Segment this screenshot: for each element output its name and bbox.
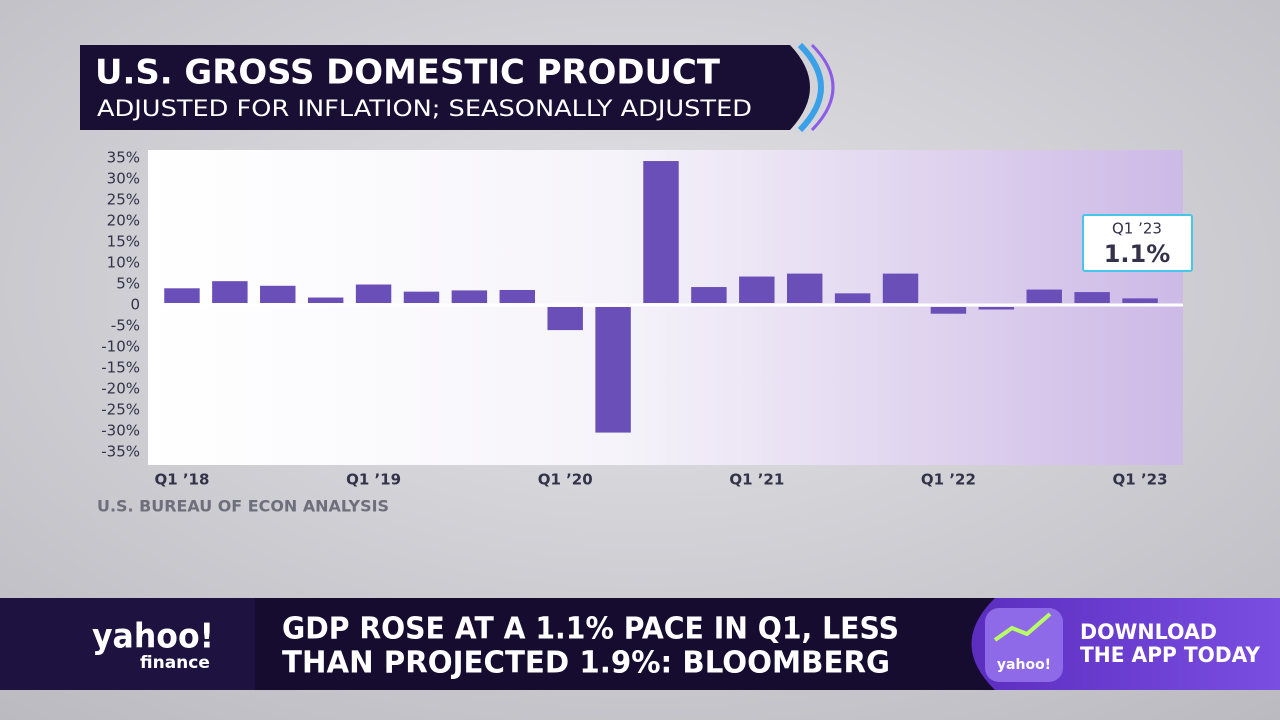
logo-box bbox=[0, 598, 255, 690]
bar bbox=[164, 288, 200, 303]
bar bbox=[786, 273, 823, 303]
y-tick-label: 10% bbox=[107, 254, 140, 272]
bar bbox=[834, 293, 871, 303]
y-tick-label: 15% bbox=[107, 233, 140, 251]
banner-accent bbox=[797, 42, 824, 133]
logo-brand: yahoo! bbox=[92, 617, 214, 657]
bar bbox=[1026, 289, 1062, 303]
bar bbox=[547, 307, 583, 331]
bar bbox=[355, 284, 392, 303]
bar bbox=[1074, 292, 1110, 303]
bar bbox=[307, 297, 344, 303]
x-tick-label: Q1 ’20 bbox=[538, 471, 593, 489]
y-tick-label: 25% bbox=[107, 191, 140, 209]
y-tick-label: -5% bbox=[111, 317, 140, 335]
x-tick-label: Q1 ’21 bbox=[729, 471, 784, 489]
callout-box bbox=[1082, 214, 1193, 272]
chart-title: U.S. GROSS DOMESTIC PRODUCT bbox=[95, 53, 721, 93]
y-tick-label: -30% bbox=[101, 422, 140, 440]
bar bbox=[212, 281, 248, 303]
app-icon-brand: yahoo! bbox=[997, 657, 1051, 673]
app-icon[interactable] bbox=[985, 608, 1063, 682]
bar bbox=[739, 276, 775, 303]
y-tick-label: 0 bbox=[130, 296, 140, 314]
ticker-line: THAN PROJECTED 1.9%: BLOOMBERG bbox=[282, 646, 890, 681]
x-tick-label: Q1 ’19 bbox=[346, 471, 401, 489]
y-tick-label: 30% bbox=[107, 170, 140, 188]
bar bbox=[595, 307, 631, 433]
y-tick-label: -20% bbox=[101, 380, 140, 398]
source: U.S. BUREAU OF ECON ANALYSIS bbox=[97, 497, 389, 516]
app-icon-line bbox=[993, 612, 1052, 642]
y-tick-label: -10% bbox=[101, 338, 140, 356]
y-tick-label: 20% bbox=[107, 212, 140, 230]
x-tick-label: Q1 ’23 bbox=[1113, 471, 1168, 489]
y-tick-label: -25% bbox=[101, 401, 140, 419]
promo-line[interactable]: THE APP TODAY bbox=[1080, 643, 1261, 667]
ticker-line: GDP ROSE AT A 1.1% PACE IN Q1, LESS bbox=[282, 612, 899, 647]
title-banner bbox=[80, 45, 810, 130]
chart: -35% -30% -25% -20% -15% -10% -5% 0 5% 10% 15% 20% 2… bbox=[101, 149, 1183, 489]
y-tick-label: -15% bbox=[101, 359, 140, 377]
bar bbox=[643, 161, 679, 303]
bar bbox=[499, 289, 536, 303]
bar bbox=[691, 287, 727, 303]
x-tick-label: Q1 ’18 bbox=[154, 471, 209, 489]
bar bbox=[978, 307, 1015, 310]
bar bbox=[403, 291, 440, 303]
promo-line[interactable]: DOWNLOAD bbox=[1080, 620, 1217, 644]
bar bbox=[260, 285, 296, 303]
callout-value: 1.1% bbox=[1104, 240, 1171, 268]
banner-accent bbox=[810, 43, 835, 132]
y-tick-label: 35% bbox=[107, 149, 140, 167]
bar bbox=[451, 290, 488, 303]
bar bbox=[1122, 298, 1158, 303]
callout-label: Q1 ’23 bbox=[1112, 220, 1162, 238]
x-tick-label: Q1 ’22 bbox=[921, 471, 976, 489]
chart-subtitle: ADJUSTED FOR INFLATION; SEASONALLY ADJUS… bbox=[97, 97, 752, 122]
y-tick-label: -35% bbox=[101, 443, 140, 461]
logo-product: finance bbox=[140, 653, 210, 673]
y-tick-label: 5% bbox=[116, 275, 140, 293]
bar bbox=[882, 273, 919, 303]
bar bbox=[930, 307, 967, 314]
